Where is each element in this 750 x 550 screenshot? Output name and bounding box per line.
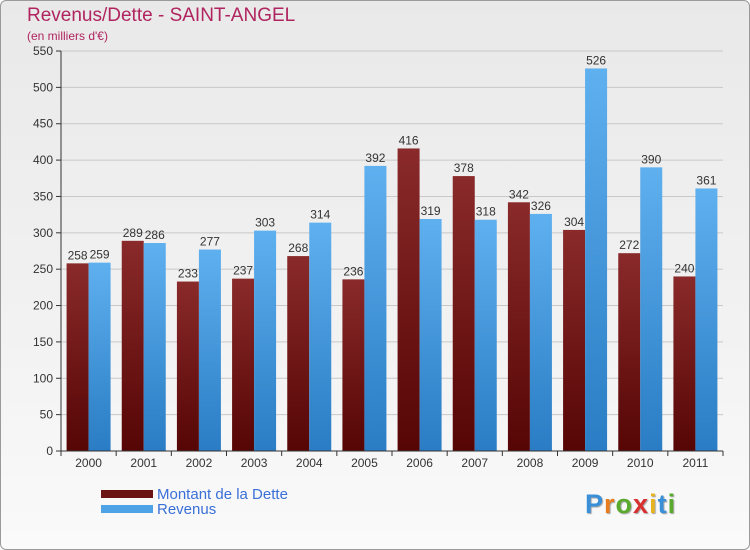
bar-revenus	[198, 249, 221, 451]
value-label-dette: 233	[178, 267, 198, 281]
y-tick-label: 50	[40, 408, 54, 422]
bar-dette	[397, 148, 420, 452]
value-label-dette: 272	[619, 238, 639, 252]
y-tick-label: 0	[46, 444, 53, 458]
bar-dette	[673, 276, 696, 451]
bar-revenus	[309, 222, 332, 451]
logo-letter: P	[585, 489, 605, 519]
y-tick-label: 350	[33, 189, 53, 203]
bar-revenus	[640, 167, 663, 451]
x-tick-label: 2003	[241, 456, 268, 470]
legend-label-revenus: Revenus	[157, 501, 217, 518]
x-tick-label: 2008	[517, 456, 544, 470]
value-label-dette: 236	[343, 264, 363, 278]
value-label-dette: 304	[564, 215, 584, 229]
value-label-revenus: 326	[531, 199, 551, 213]
y-tick-label: 200	[33, 299, 53, 313]
value-label-dette: 268	[288, 241, 308, 255]
y-tick-label: 500	[33, 80, 53, 94]
bar-dette	[618, 253, 641, 451]
logo-letter: i	[649, 489, 658, 519]
value-label-dette: 237	[233, 264, 253, 278]
x-tick-label: 2009	[572, 456, 599, 470]
chart-subtitle: (en milliers d'€)	[27, 29, 108, 43]
y-tick-label: 400	[33, 153, 53, 167]
logo-letter: t	[657, 489, 668, 519]
bar-revenus	[254, 230, 277, 451]
logo-letter: i	[667, 489, 677, 519]
value-label-dette: 258	[68, 248, 88, 262]
value-label-dette: 342	[509, 187, 529, 201]
bar-dette	[176, 281, 199, 451]
value-label-revenus: 318	[476, 205, 496, 219]
x-tick-label: 2002	[186, 456, 213, 470]
bar-revenus	[585, 68, 608, 452]
x-tick-label: 2005	[351, 456, 378, 470]
value-label-dette: 416	[399, 133, 419, 147]
legend-swatch-revenus	[101, 505, 153, 513]
chart-title: Revenus/Dette - SAINT-ANGEL	[27, 5, 296, 26]
x-tick-label: 2007	[461, 456, 488, 470]
bar-dette	[287, 256, 310, 451]
value-label-dette: 289	[123, 226, 143, 240]
bar-revenus	[143, 243, 166, 451]
value-label-revenus: 361	[696, 173, 716, 187]
y-tick-label: 450	[33, 117, 53, 131]
value-label-dette: 378	[454, 161, 474, 175]
y-tick-label: 100	[33, 371, 53, 385]
value-label-revenus: 286	[145, 228, 165, 242]
bar-revenus	[419, 219, 442, 451]
bar-revenus	[695, 188, 718, 452]
x-tick-label: 2001	[130, 456, 157, 470]
logo-letter: o	[615, 489, 634, 519]
legend-label-dette: Montant de la Dette	[157, 486, 288, 503]
bar-dette	[232, 278, 255, 451]
proxiti-logo: Proxiti	[585, 489, 676, 520]
value-label-revenus: 390	[641, 152, 661, 166]
x-tick-label: 2006	[406, 456, 433, 470]
logo-letter: r	[604, 489, 616, 519]
legend-swatch-dette	[101, 490, 153, 498]
value-label-revenus: 526	[586, 53, 606, 67]
y-tick-label: 250	[33, 262, 53, 276]
bar-revenus	[88, 262, 111, 451]
value-label-dette: 240	[674, 261, 694, 275]
bar-dette	[121, 240, 144, 451]
value-label-revenus: 277	[200, 235, 220, 249]
value-label-revenus: 303	[255, 216, 275, 230]
y-tick-label: 300	[33, 226, 53, 240]
x-tick-label: 2000	[75, 456, 102, 470]
bar-revenus	[529, 213, 552, 451]
bar-revenus	[474, 219, 497, 451]
logo-letter: x	[633, 489, 650, 519]
bar-dette	[452, 176, 475, 451]
bar-dette	[66, 263, 89, 451]
x-tick-label: 2004	[296, 456, 323, 470]
y-tick-label: 550	[33, 44, 53, 58]
value-label-revenus: 392	[365, 151, 385, 165]
bar-dette	[342, 279, 365, 451]
bar-dette	[507, 202, 530, 451]
x-tick-label: 2011	[683, 456, 709, 470]
value-label-revenus: 319	[421, 204, 441, 218]
bar-revenus	[364, 165, 387, 451]
bar-dette	[563, 229, 586, 451]
value-label-revenus: 314	[310, 208, 330, 222]
x-tick-label: 2010	[627, 456, 654, 470]
y-tick-label: 150	[33, 335, 53, 349]
value-label-revenus: 259	[90, 248, 110, 262]
